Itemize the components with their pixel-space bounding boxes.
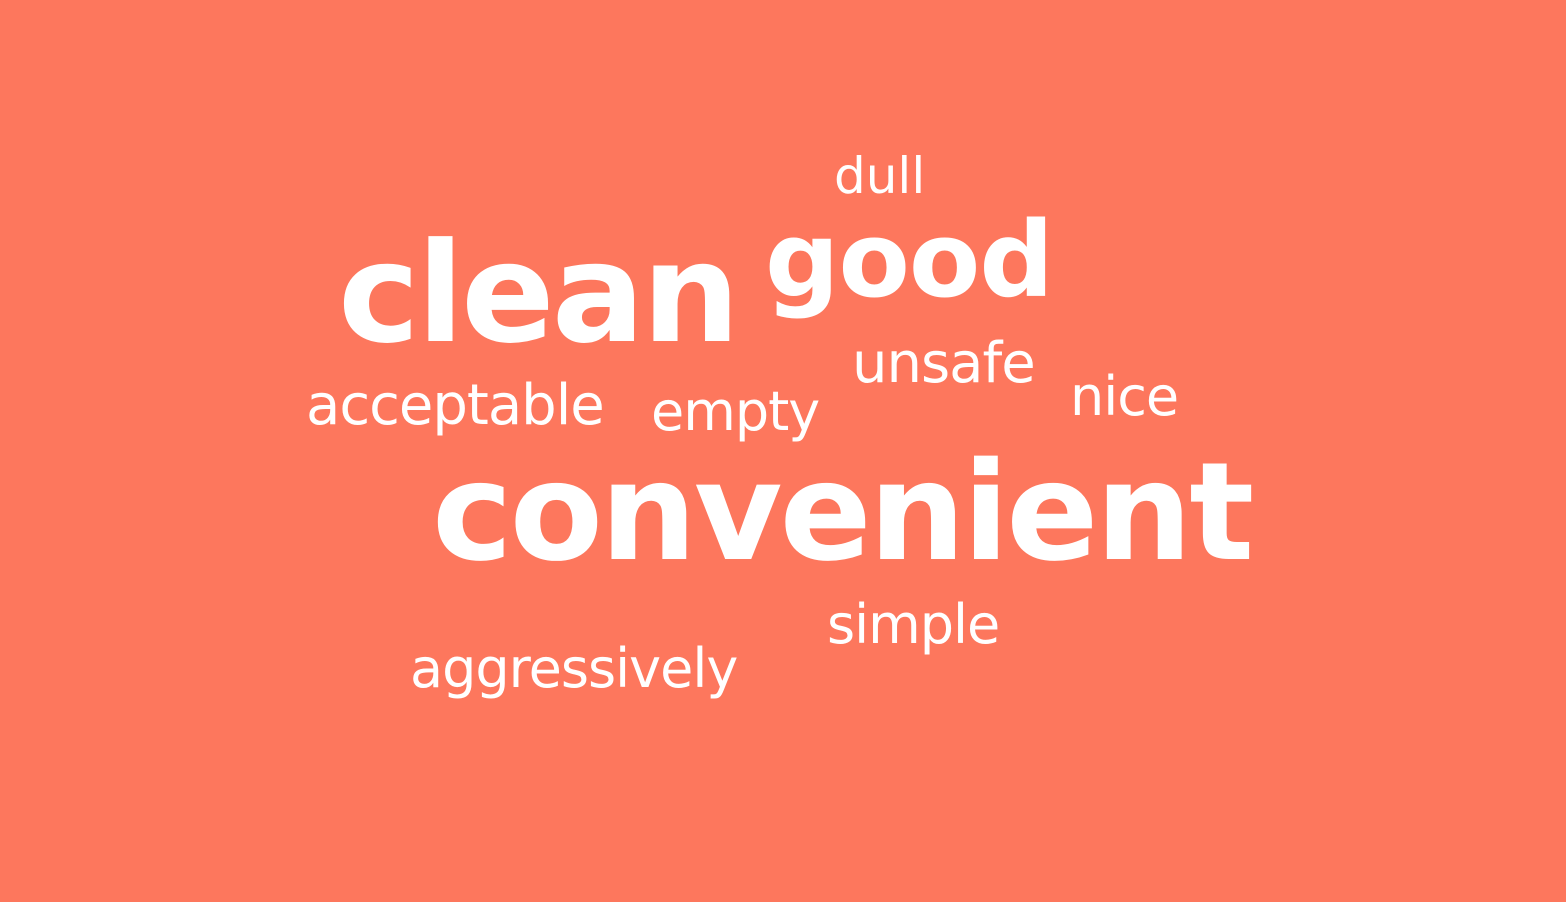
word-aggressively: aggressively — [410, 637, 738, 700]
word-good: good — [765, 199, 1054, 321]
word-unsafe: unsafe — [852, 331, 1036, 396]
word-dull: dull — [834, 147, 926, 205]
word-convenient: convenient — [432, 434, 1254, 592]
word-clean: clean — [338, 213, 740, 374]
word-simple: simple — [827, 593, 1000, 656]
word-nice: nice — [1070, 365, 1179, 428]
word-empty: empty — [651, 380, 820, 443]
word-acceptable: acceptable — [306, 373, 605, 438]
